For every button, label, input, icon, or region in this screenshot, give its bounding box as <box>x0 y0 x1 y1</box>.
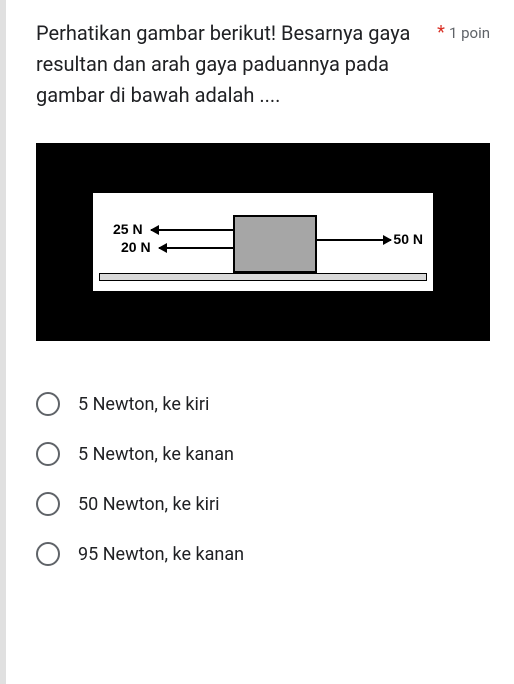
radio-icon[interactable] <box>36 542 60 566</box>
points-meta: *1 poin <box>437 18 490 43</box>
required-asterisk: * <box>437 22 445 43</box>
force-diagram: 25 N 20 N 50 N <box>36 143 490 341</box>
question-card: Perhatikan gambar berikut! Besarnya gaya… <box>0 0 514 684</box>
arrow-left-icon <box>151 229 233 231</box>
points-label: 1 poin <box>449 24 490 42</box>
force-label-25n: 25 N <box>113 221 143 237</box>
answer-options: 5 Newton, ke kiri 5 Newton, ke kanan 50 … <box>36 379 490 579</box>
radio-icon[interactable] <box>36 392 60 416</box>
question-header: Perhatikan gambar berikut! Besarnya gaya… <box>36 18 490 111</box>
radio-icon[interactable] <box>36 492 60 516</box>
option-row[interactable]: 50 Newton, ke kiri <box>36 479 490 529</box>
option-label: 50 Newton, ke kiri <box>78 494 219 515</box>
option-label: 5 Newton, ke kanan <box>78 444 234 465</box>
arrow-left-icon <box>159 247 233 249</box>
question-text: Perhatikan gambar berikut! Besarnya gaya… <box>36 18 427 111</box>
option-row[interactable]: 95 Newton, ke kanan <box>36 529 490 579</box>
option-label: 5 Newton, ke kiri <box>78 394 209 415</box>
option-row[interactable]: 5 Newton, ke kanan <box>36 429 490 479</box>
diagram-surface <box>99 273 427 281</box>
radio-icon[interactable] <box>36 442 60 466</box>
arrow-right-icon <box>317 239 391 241</box>
force-label-50n: 50 N <box>393 231 423 247</box>
diagram-panel: 25 N 20 N 50 N <box>93 193 433 291</box>
diagram-block <box>233 215 317 273</box>
force-label-20n: 20 N <box>121 239 151 255</box>
option-row[interactable]: 5 Newton, ke kiri <box>36 379 490 429</box>
option-label: 95 Newton, ke kanan <box>78 544 244 565</box>
